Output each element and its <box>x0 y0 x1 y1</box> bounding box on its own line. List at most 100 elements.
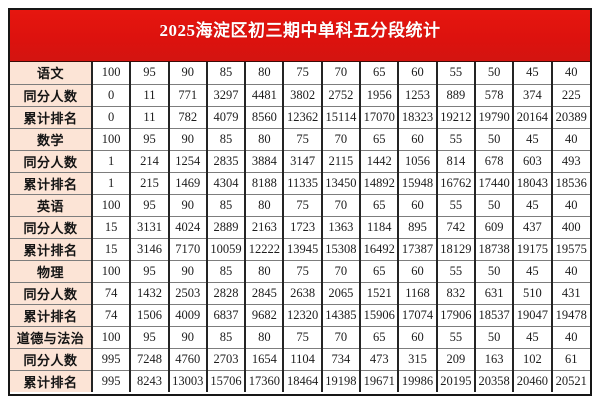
data-cell: 50 <box>473 325 514 348</box>
data-cell: 65 <box>359 259 399 282</box>
row-label: 同分人数 <box>10 347 92 370</box>
data-cell: 18537 <box>473 303 514 326</box>
data-cell: 19175 <box>512 237 552 260</box>
data-cell: 2065 <box>320 281 361 304</box>
data-cell: 95 <box>129 325 169 348</box>
same-score-count-row: 同分人数 15 3131 4024 2889 2163 1723 1363 1184 895 742… <box>10 215 590 238</box>
data-cell: 2752 <box>320 83 361 106</box>
data-cell: 20195 <box>435 369 475 392</box>
data-cell: 1442 <box>359 149 399 172</box>
row-label: 物理 <box>10 259 92 282</box>
data-cell: 19047 <box>512 303 552 326</box>
data-cell: 60 <box>397 325 437 348</box>
data-cell: 85 <box>205 259 246 282</box>
data-cell: 1654 <box>244 347 284 370</box>
data-cell: 18129 <box>435 237 475 260</box>
data-cell: 209 <box>435 347 475 370</box>
data-cell: 90 <box>167 62 207 84</box>
data-cell: 15948 <box>397 171 437 194</box>
data-cell: 40 <box>550 62 590 84</box>
data-cell: 7248 <box>129 347 169 370</box>
data-cell: 3147 <box>282 149 322 172</box>
row-label: 同分人数 <box>10 149 92 172</box>
row-label: 数学 <box>10 127 92 150</box>
row-label: 累计排名 <box>10 303 92 326</box>
data-cell: 214 <box>129 149 169 172</box>
same-score-count-row: 同分人数 995 7248 4760 2703 1654 1104 734 473 315 209 1… <box>10 347 590 370</box>
data-cell: 80 <box>244 62 284 84</box>
data-cell: 95 <box>129 259 169 282</box>
data-cell: 678 <box>473 149 514 172</box>
data-cell: 45 <box>512 193 552 216</box>
data-cell: 431 <box>550 281 590 304</box>
cumulative-rank-row: 累计排名 0 11 782 4079 8560 12362 15114 17070 18323 19… <box>10 105 590 128</box>
data-cell: 74 <box>90 303 131 326</box>
data-cell: 70 <box>320 62 361 84</box>
data-cell: 102 <box>512 347 552 370</box>
data-cell: 3297 <box>205 83 246 106</box>
data-cell: 95 <box>129 193 169 216</box>
data-cell: 315 <box>397 347 437 370</box>
data-cell: 80 <box>244 193 284 216</box>
data-cell: 15706 <box>205 369 246 392</box>
data-cell: 14892 <box>359 171 399 194</box>
data-cell: 100 <box>90 325 131 348</box>
data-cell: 13003 <box>167 369 207 392</box>
data-cell: 85 <box>205 193 246 216</box>
data-cell: 163 <box>473 347 514 370</box>
data-cell: 771 <box>167 83 207 106</box>
data-cell: 85 <box>205 325 246 348</box>
data-cell: 90 <box>167 325 207 348</box>
data-cell: 90 <box>167 127 207 150</box>
row-label: 累计排名 <box>10 105 92 128</box>
data-cell: 2115 <box>320 149 361 172</box>
data-cell: 1956 <box>359 83 399 106</box>
same-score-count-row: 同分人数 1 214 1254 2835 3884 3147 2115 1442 1056 814 6… <box>10 149 590 172</box>
data-cell: 19575 <box>550 237 590 260</box>
data-cell: 15906 <box>359 303 399 326</box>
data-cell: 2163 <box>244 215 284 238</box>
data-cell: 90 <box>167 193 207 216</box>
data-cell: 995 <box>90 347 131 370</box>
row-label: 同分人数 <box>10 215 92 238</box>
subject-score-row: 道德与法治 100 95 90 85 80 75 70 65 60 55 50 45 40 <box>10 325 590 348</box>
row-label: 同分人数 <box>10 281 92 304</box>
data-cell: 18536 <box>550 171 590 194</box>
data-cell: 8560 <box>244 105 284 128</box>
data-cell: 4760 <box>167 347 207 370</box>
data-cell: 20521 <box>550 369 590 392</box>
data-cell: 13945 <box>282 237 322 260</box>
data-cell: 95 <box>129 127 169 150</box>
cumulative-rank-row: 累计排名 15 3146 7170 10059 12222 13945 15308 16492 1… <box>10 237 590 260</box>
same-score-count-row: 同分人数 0 11 771 3297 4481 3802 2752 1956 1253 889 578… <box>10 83 590 106</box>
data-cell: 1253 <box>397 83 437 106</box>
data-cell: 40 <box>550 259 590 282</box>
data-cell: 100 <box>90 62 131 84</box>
data-cell: 493 <box>550 149 590 172</box>
data-cell: 75 <box>282 127 322 150</box>
data-cell: 17074 <box>397 303 437 326</box>
data-cell: 85 <box>205 127 246 150</box>
data-cell: 19198 <box>320 369 361 392</box>
subject-score-row: 数学 100 95 90 85 80 75 70 65 60 55 50 45 40 <box>10 127 590 150</box>
data-cell: 225 <box>550 83 590 106</box>
data-cell: 18323 <box>397 105 437 128</box>
data-cell: 40 <box>550 193 590 216</box>
data-cell: 17070 <box>359 105 399 128</box>
data-cell: 13450 <box>320 171 361 194</box>
data-cell: 742 <box>435 215 475 238</box>
data-cell: 1 <box>90 149 131 172</box>
row-label: 累计排名 <box>10 237 92 260</box>
data-cell: 19212 <box>435 105 475 128</box>
row-label: 同分人数 <box>10 83 92 106</box>
data-cell: 45 <box>512 62 552 84</box>
data-cell: 631 <box>473 281 514 304</box>
data-cell: 19986 <box>397 369 437 392</box>
data-cell: 45 <box>512 127 552 150</box>
data-cell: 17906 <box>435 303 475 326</box>
data-cell: 2845 <box>244 281 284 304</box>
data-cell: 15308 <box>320 237 361 260</box>
data-cell: 609 <box>473 215 514 238</box>
data-cell: 74 <box>90 281 131 304</box>
data-cell: 3884 <box>244 149 284 172</box>
